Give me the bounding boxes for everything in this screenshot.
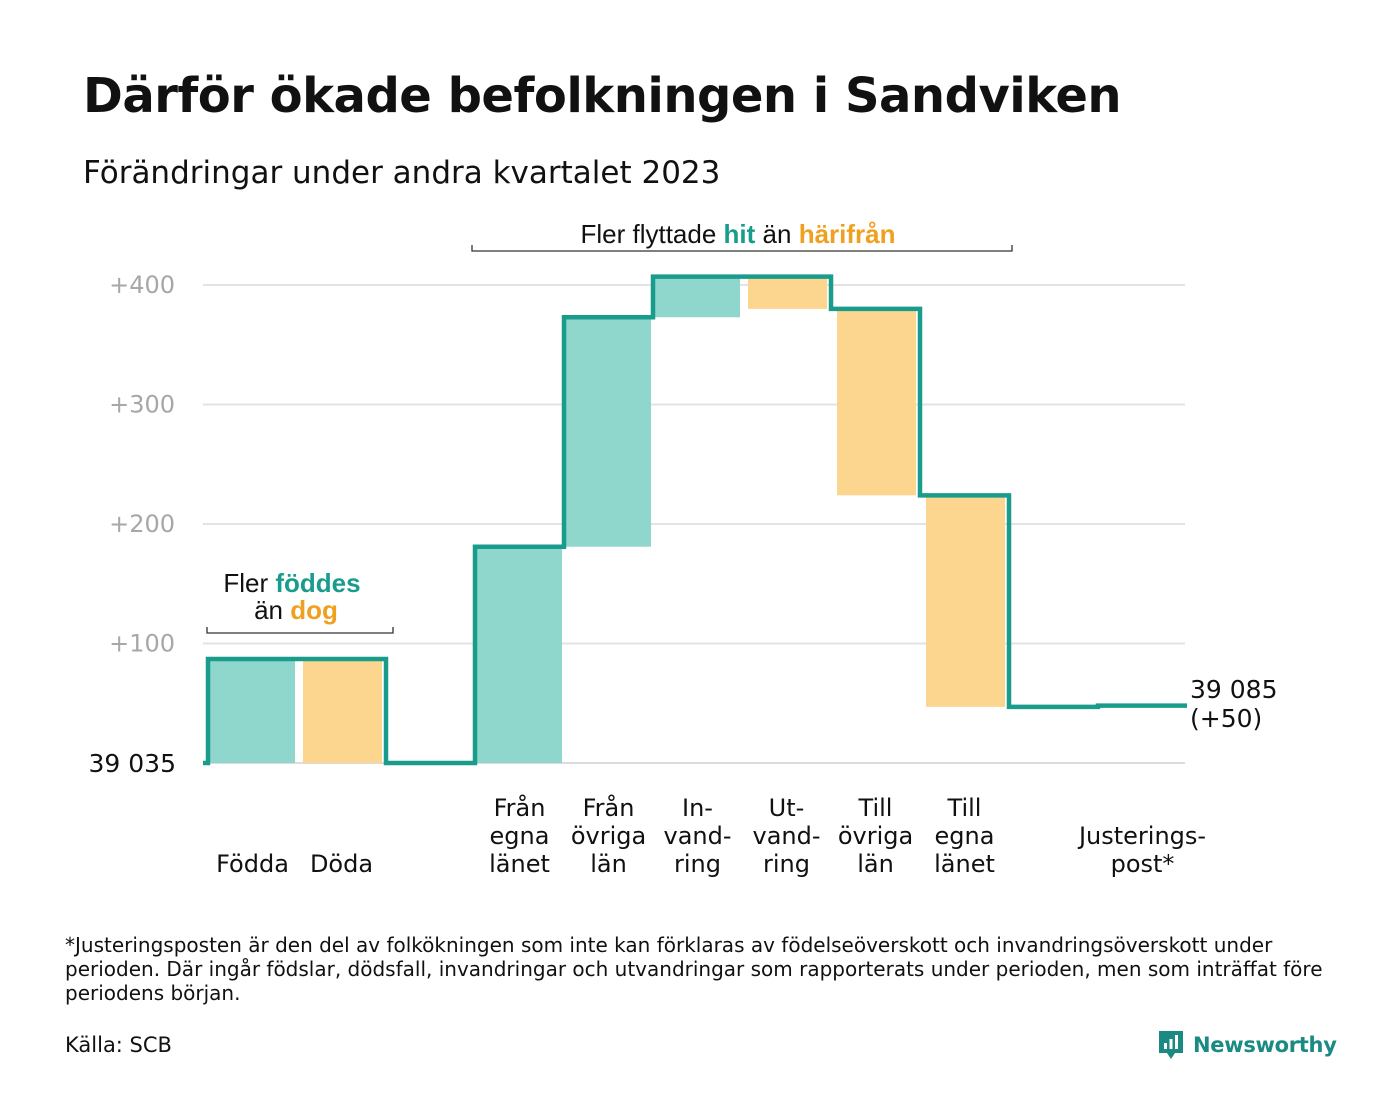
annotation-segment: än <box>254 595 290 625</box>
chart-title: Därför ökade befolkningen i Sandviken <box>83 68 1122 124</box>
bar-till-egna-länet <box>926 495 1005 707</box>
annotation-segment: föddes <box>275 568 360 598</box>
bars-layer <box>210 276 1005 763</box>
y-tick-label: +300 <box>109 391 175 419</box>
y-tick-label: +200 <box>109 510 175 538</box>
bar-från-egna-länet <box>477 546 562 763</box>
annotation-segment: dog <box>290 595 338 625</box>
category-label: Till <box>947 794 982 822</box>
category-label: Justerings- <box>1077 822 1206 850</box>
category-label: övriga <box>838 822 913 850</box>
baseline-value-label: 39 035 <box>89 749 176 778</box>
annotation-segment: Fler <box>223 568 275 598</box>
annotation-births-line1: Fler föddes <box>223 568 360 598</box>
category-label: Till <box>858 794 893 822</box>
end-value-label: (+50) <box>1190 704 1262 733</box>
y-tick-label: +400 <box>109 271 175 299</box>
y-tick-label: +100 <box>109 630 175 658</box>
annotation-segment: hit <box>724 219 756 249</box>
chart-subtitle: Förändringar under andra kvartalet 2023 <box>83 155 721 191</box>
bar-in-vand-ring <box>655 276 740 318</box>
category-label: egna <box>490 822 550 850</box>
end-value-label: 39 085 <box>1190 675 1277 704</box>
brand-name: Newsworthy <box>1193 1033 1337 1057</box>
category-label: vand- <box>752 822 820 850</box>
annotation-segment: härifrån <box>799 219 896 249</box>
category-label: ring <box>674 850 721 878</box>
brand-logo: Newsworthy <box>1157 1027 1337 1063</box>
category-label: ring <box>763 850 810 878</box>
category-label: Ut- <box>769 794 805 822</box>
bar-döda <box>303 659 382 763</box>
annotation-segment: Fler flyttade <box>580 219 723 249</box>
category-label: län <box>590 850 627 878</box>
category-label: länet <box>489 850 550 878</box>
category-label: post* <box>1111 850 1175 878</box>
category-label: Från <box>494 793 546 822</box>
category-label: vand- <box>663 822 731 850</box>
annotation-births-line2: än dog <box>254 595 338 625</box>
bar-till-övriga-län <box>837 308 916 496</box>
annotation-segment: än <box>755 219 798 249</box>
category-label: Från <box>583 793 635 822</box>
category-label: Födda <box>216 850 289 878</box>
category-label: övriga <box>571 822 646 850</box>
category-label: län <box>857 850 894 878</box>
category-label: In- <box>682 794 713 822</box>
bar-ut-vand-ring <box>748 276 827 309</box>
annotation-migration: Fler flyttade hit än härifrån <box>580 219 895 249</box>
cumulative-step-line <box>203 274 1187 766</box>
bar-från-övriga-län <box>566 317 651 547</box>
category-label: länet <box>934 850 995 878</box>
category-label: Döda <box>310 850 373 878</box>
source-note: Källa: SCB <box>65 1033 172 1057</box>
category-label: egna <box>935 822 995 850</box>
step-line-layer <box>203 274 1187 766</box>
footnote: *Justeringsposten är den del av folkökni… <box>65 933 1323 1005</box>
newsworthy-chart-icon <box>1159 1031 1183 1059</box>
bar-födda <box>210 659 295 763</box>
births-bracket <box>206 627 394 634</box>
migration-bracket <box>471 245 1013 252</box>
